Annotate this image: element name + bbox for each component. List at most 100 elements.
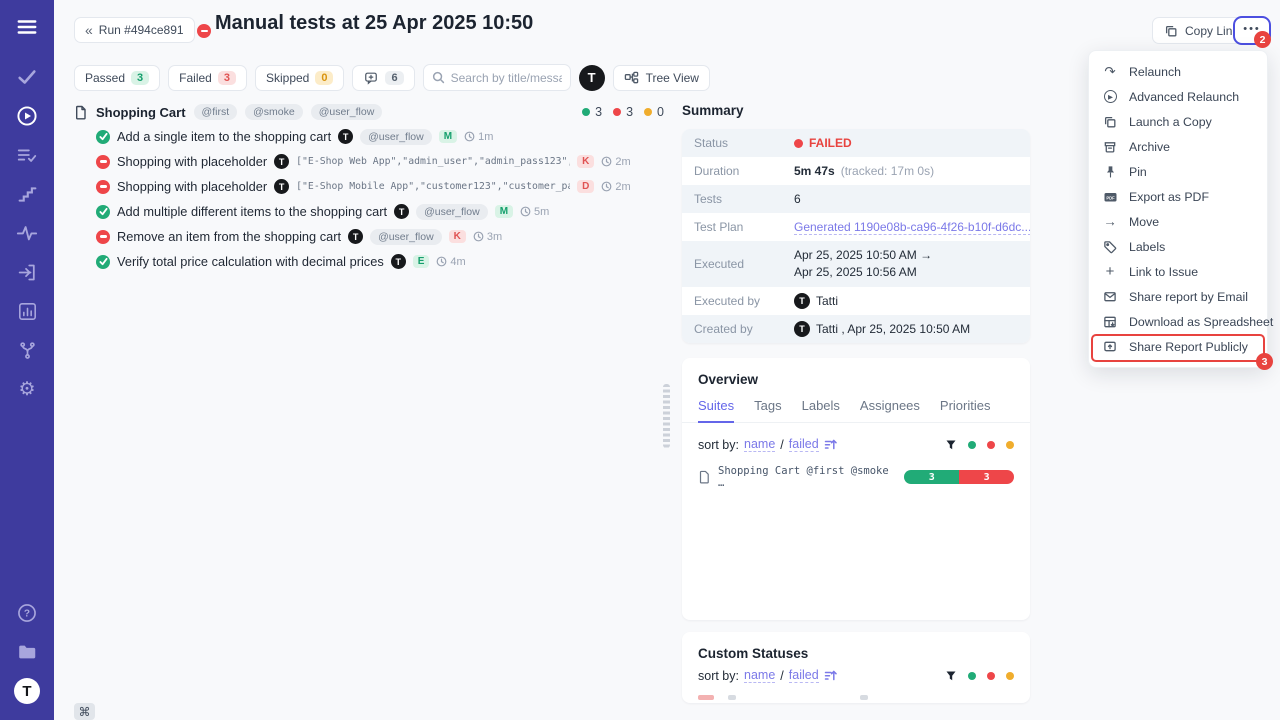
sidebar-item-pulse[interactable] xyxy=(14,220,40,246)
test-tag[interactable]: @user_flow xyxy=(370,228,442,245)
sort-by-name-link[interactable]: name xyxy=(744,668,776,683)
assignee-badge[interactable]: D xyxy=(577,180,595,193)
overview-card: Overview Suites Tags Labels Assignees Pr… xyxy=(682,358,1030,620)
tab-tags[interactable]: Tags xyxy=(754,398,782,413)
run-id-label: Run #494ce891 xyxy=(98,23,184,37)
tab-priorities[interactable]: Priorities xyxy=(939,398,991,413)
help-icon[interactable]: ? xyxy=(14,600,40,626)
skipped-legend-dot[interactable] xyxy=(1006,440,1014,449)
suite-header-row[interactable]: Shopping Cart @first @smoke @user_flow 3… xyxy=(74,101,664,123)
passed-status-icon xyxy=(96,129,110,144)
test-row[interactable]: Shopping with placeholder T ["E-Shop Mob… xyxy=(74,174,668,199)
tree-view-button[interactable]: Tree View xyxy=(612,64,710,91)
assignee-filter-avatar[interactable]: T xyxy=(578,64,605,91)
sort-by-failed-link[interactable]: failed xyxy=(788,668,819,683)
sidebar-item-tests[interactable] xyxy=(14,64,40,90)
assignee-badge[interactable]: M xyxy=(494,205,514,218)
sidebar-item-test-plans[interactable] xyxy=(14,142,40,168)
assignee-badge[interactable]: M xyxy=(438,130,458,143)
duration: 2m xyxy=(601,181,631,193)
assignee-badge[interactable]: E xyxy=(412,255,430,268)
skipped-legend-dot[interactable] xyxy=(1006,671,1014,680)
suite-tag[interactable]: @smoke xyxy=(245,104,303,120)
menu-item-share-report-by-email[interactable]: Share report by Email xyxy=(1089,284,1267,309)
menu-item-download-as-spreadsheet[interactable]: Download as Spreadsheet xyxy=(1089,309,1273,334)
filter-funnel-icon[interactable] xyxy=(945,670,957,682)
suite-tag[interactable]: @first xyxy=(193,104,238,120)
test-tag[interactable]: @user_flow xyxy=(416,203,488,220)
sort-separator: / xyxy=(780,668,784,683)
menu-item-advanced-relaunch[interactable]: ▶ Advanced Relaunch xyxy=(1089,84,1267,109)
hamburger-menu-icon[interactable] xyxy=(14,14,40,40)
sidebar-item-import[interactable] xyxy=(14,259,40,285)
tab-labels[interactable]: Labels xyxy=(801,398,840,413)
assignee-badge[interactable]: K xyxy=(448,230,466,243)
annotation-badge-2: 2 xyxy=(1254,31,1271,48)
reporter-avatar: T xyxy=(390,254,406,269)
settings-gear-icon[interactable]: ⚙ xyxy=(18,378,36,400)
failed-legend-dot[interactable] xyxy=(987,671,995,680)
menu-item-pin[interactable]: Pin xyxy=(1089,159,1267,184)
tab-assignees[interactable]: Assignees xyxy=(859,398,920,413)
test-title: Verify total price calculation with deci… xyxy=(117,254,384,269)
overview-sort-row: sort by: name / failed xyxy=(682,437,1030,452)
passed-dot xyxy=(582,108,591,116)
menu-item-relaunch[interactable]: ↷ Relaunch xyxy=(1089,59,1267,84)
menu-item-link-to-issue[interactable]: + Link to Issue xyxy=(1089,259,1267,284)
sort-by-failed-link[interactable]: failed xyxy=(788,437,819,452)
custom-statuses-sort-row: sort by: name / failed xyxy=(682,668,1030,683)
tab-suites[interactable]: Suites xyxy=(698,398,735,423)
overview-suite-row[interactable]: Shopping Cart @first @smoke … 3 3 xyxy=(682,465,1030,489)
menu-item-labels[interactable]: Labels xyxy=(1089,234,1267,259)
test-row[interactable]: Shopping with placeholder T ["E-Shop Web… xyxy=(74,149,668,174)
test-row[interactable]: Verify total price calculation with deci… xyxy=(74,249,668,274)
failed-legend-dot[interactable] xyxy=(987,440,995,449)
sort-by-name-link[interactable]: name xyxy=(744,437,776,452)
search-input[interactable] xyxy=(450,70,562,85)
passed-legend-dot[interactable] xyxy=(968,440,976,449)
suite-tag[interactable]: @user_flow xyxy=(310,104,383,120)
file-icon xyxy=(74,105,88,120)
filter-failed-button[interactable]: Failed 3 xyxy=(168,64,247,91)
more-actions-button[interactable]: ••• xyxy=(1233,16,1271,45)
annotation-badge-3: 3 xyxy=(1256,353,1273,370)
passed-legend-dot[interactable] xyxy=(968,671,976,680)
assignee-badge[interactable]: K xyxy=(577,155,595,168)
overview-suite-label: Shopping Cart @first @smoke … xyxy=(718,465,889,489)
share-publicly-icon xyxy=(1102,340,1118,353)
vertical-scrollbar[interactable] xyxy=(663,384,670,448)
menu-item-share-report-publicly[interactable]: Share Report Publicly xyxy=(1089,334,1267,359)
executed-start: Apr 25, 2025 10:50 AM → xyxy=(794,247,933,262)
comments-filter-button[interactable]: 6 xyxy=(352,64,415,91)
plus-icon: + xyxy=(1105,263,1115,280)
filter-funnel-icon[interactable] xyxy=(945,439,957,451)
back-to-run-button[interactable]: « Run #494ce891 xyxy=(74,17,195,43)
test-row[interactable]: Add a single item to the shopping cart T… xyxy=(74,124,668,149)
sidebar-item-runs[interactable] xyxy=(14,103,40,129)
filter-passed-button[interactable]: Passed 3 xyxy=(74,64,161,91)
sort-direction-icon[interactable] xyxy=(824,669,837,682)
created-by-value: Tatti , Apr 25, 2025 10:50 AM xyxy=(816,322,971,336)
sidebar-item-branches[interactable] xyxy=(14,337,40,363)
menu-item-archive[interactable]: Archive xyxy=(1089,134,1267,159)
status-legend xyxy=(945,439,1014,451)
svg-text:?: ? xyxy=(24,609,30,620)
filter-skipped-button[interactable]: Skipped 0 xyxy=(254,64,345,91)
menu-item-move[interactable]: → Move xyxy=(1103,214,1160,229)
test-tag[interactable]: @user_flow xyxy=(360,128,432,145)
reporter-avatar: T xyxy=(348,229,364,244)
test-plan-link[interactable]: Generated 1190e08b-ca96-4f26-b10f-d6dc..… xyxy=(794,219,1030,235)
sort-by-label: sort by: xyxy=(698,437,739,452)
ellipsis-icon: ••• xyxy=(1243,22,1261,35)
search-box xyxy=(422,64,571,91)
sidebar-item-analytics[interactable] xyxy=(14,298,40,324)
user-avatar[interactable]: T xyxy=(14,678,40,704)
menu-item-launch-a-copy[interactable]: Launch a Copy xyxy=(1089,109,1267,134)
projects-folder-icon[interactable] xyxy=(14,639,40,665)
pin-icon xyxy=(1102,165,1118,179)
menu-item-export-as-pdf[interactable]: PDF Export as PDF xyxy=(1089,184,1267,209)
sidebar-item-milestones[interactable] xyxy=(14,181,40,207)
test-row[interactable]: Remove an item from the shopping cart T … xyxy=(74,224,668,249)
test-row[interactable]: Add multiple different items to the shop… xyxy=(74,199,668,224)
sort-direction-icon[interactable] xyxy=(824,438,837,451)
